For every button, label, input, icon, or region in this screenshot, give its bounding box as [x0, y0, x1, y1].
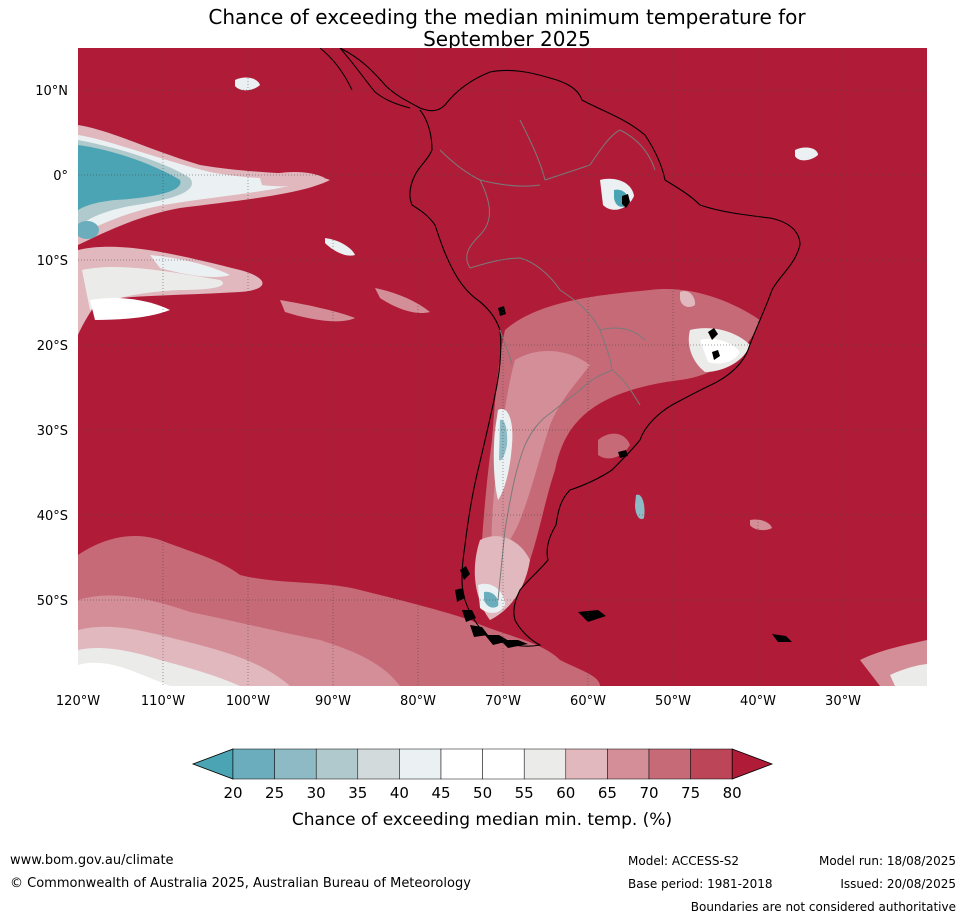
map-plot-area: [78, 48, 927, 686]
colorbar-tick-label: 30: [307, 784, 326, 802]
south-america-coastline: [339, 48, 801, 647]
lat-label: 10°S: [37, 254, 68, 269]
colorbar-high-arrow: [731, 748, 774, 780]
colorbar-segment: [523, 748, 567, 780]
colorbar-segment: [565, 748, 608, 780]
longitude-labels: 120°W 110°W 100°W 90°W 80°W 70°W 60°W 50…: [56, 694, 861, 709]
colorbar-segment: [482, 748, 525, 780]
footer-base-period: Base period: 1981-2018: [628, 877, 773, 891]
footer-copyright: © Commonwealth of Australia 2025, Austra…: [10, 876, 471, 891]
colorbar-tick-label: 65: [598, 784, 617, 802]
colorbar-segment: [274, 748, 317, 780]
lon-label: 30°W: [825, 694, 861, 709]
ocean-anomaly-band-10s: [78, 77, 430, 335]
colorbar-tick-label: 20: [223, 784, 242, 802]
lon-label: 70°W: [485, 694, 521, 709]
colorbar: 20 25 30 35 40 45 50 55 60 65 70 75 80 C…: [191, 748, 774, 830]
ocean-anomaly-south: [78, 535, 927, 686]
lon-label: 80°W: [400, 694, 436, 709]
footer-issued: Issued: 20/08/2025: [840, 877, 956, 891]
lat-label: 10°N: [35, 84, 68, 99]
lon-label: 120°W: [56, 694, 100, 709]
footer-website[interactable]: www.bom.gov.au/climate: [10, 853, 174, 868]
lat-label: 30°S: [37, 424, 68, 439]
lat-label: 20°S: [37, 339, 68, 354]
colorbar-segment: [648, 748, 691, 780]
lon-label: 50°W: [655, 694, 691, 709]
colorbar-segment: [232, 748, 275, 780]
patagonia-islands: [455, 194, 792, 648]
lat-label: 40°S: [37, 509, 68, 524]
colorbar-tick-label: 35: [348, 784, 367, 802]
colorbar-low-arrow: [191, 748, 234, 780]
colorbar-tick-label: 75: [681, 784, 700, 802]
footer-disclaimer: Boundaries are not considered authoritat…: [690, 900, 956, 914]
ocean-anomaly-west: [78, 125, 330, 245]
colorbar-ticks: 20 25 30 35 40 45 50 55 60 65 70 75 80: [223, 784, 741, 802]
colorbar-tick-label: 60: [556, 784, 575, 802]
latitude-labels: 10°N 0° 10°S 20°S 30°S 40°S 50°S: [35, 84, 68, 609]
colorbar-tick-label: 40: [390, 784, 409, 802]
colorbar-tick-label: 50: [473, 784, 492, 802]
colorbar-segment: [357, 748, 400, 780]
map-title-line2: September 2025: [423, 27, 591, 51]
colorbar-tick-label: 45: [431, 784, 450, 802]
footer-model-run: Model run: 18/08/2025: [818, 854, 956, 868]
map-graticule: [78, 48, 927, 686]
map-title-line1: Chance of exceeding the median minimum t…: [208, 5, 806, 29]
footer-model: Model: ACCESS-S2: [628, 854, 740, 868]
lat-label: 50°S: [37, 594, 68, 609]
country-borders: [439, 119, 656, 601]
colorbar-segment: [440, 748, 483, 780]
colorbar-tick-label: 25: [265, 784, 284, 802]
central-america-coastline: [319, 48, 411, 109]
colorbar-segment: [315, 748, 359, 780]
colorbar-segment: [607, 748, 650, 780]
lon-label: 40°W: [740, 694, 776, 709]
land-anomaly-central: [474, 147, 818, 620]
lat-label: 0°: [53, 169, 68, 184]
lon-label: 110°W: [141, 694, 185, 709]
colorbar-tick-label: 80: [723, 784, 742, 802]
colorbar-tick-label: 55: [515, 784, 534, 802]
colorbar-segment: [399, 748, 442, 780]
lon-label: 90°W: [315, 694, 351, 709]
colorbar-tick-label: 70: [639, 784, 658, 802]
colorbar-label: Chance of exceeding median min. temp. (%…: [292, 810, 672, 830]
colorbar-segment: [690, 748, 733, 780]
lon-label: 100°W: [226, 694, 270, 709]
lon-label: 60°W: [570, 694, 606, 709]
